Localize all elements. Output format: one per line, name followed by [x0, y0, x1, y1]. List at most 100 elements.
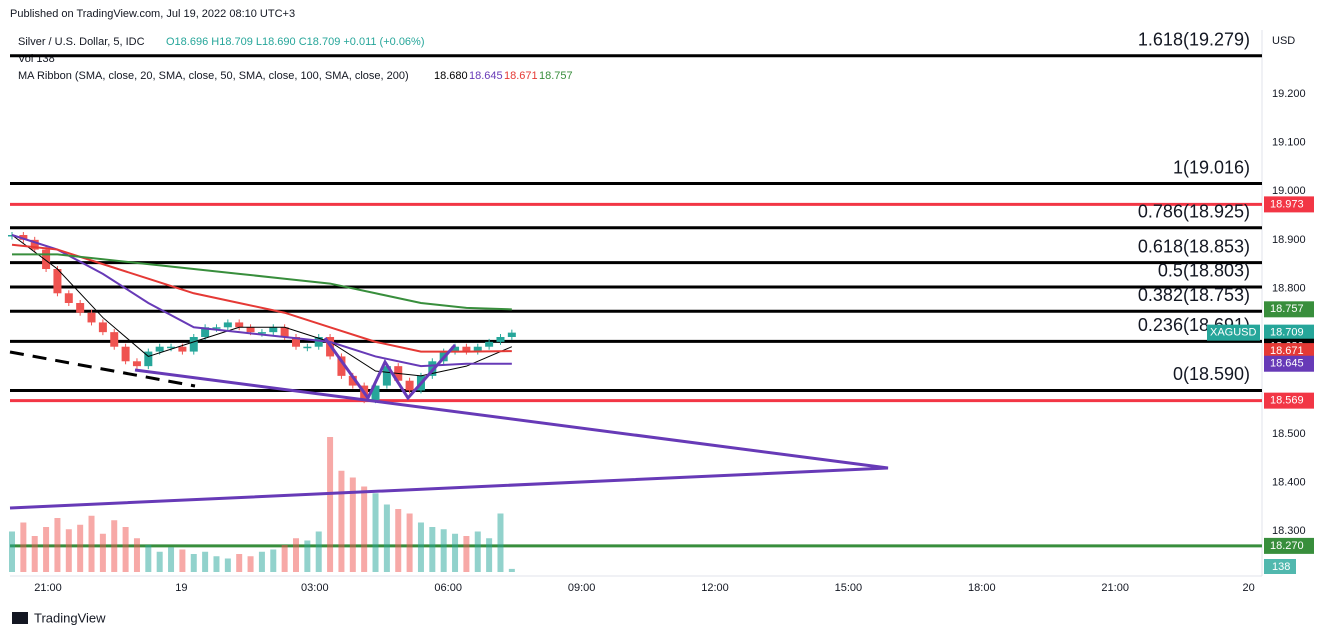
price-tag: [1264, 392, 1314, 409]
volume-tag: [1264, 559, 1296, 574]
y-tick-label: 18.800: [1272, 282, 1306, 294]
x-tick-label: 03:00: [301, 582, 329, 594]
x-tick-label: 21:00: [1101, 582, 1129, 594]
volume-bar: [406, 513, 413, 572]
candle: [42, 249, 51, 269]
volume-bar: [497, 513, 504, 572]
ma-line: [11, 243, 512, 353]
ohlc: O18.696 H18.709 L18.690 C18.709 +0.011 (…: [166, 36, 425, 48]
volume-bar: [395, 509, 402, 572]
volume-bar: [133, 538, 140, 572]
candle: [87, 312, 96, 323]
fib-label: 1.618(19.279): [1138, 29, 1250, 49]
volume-bar: [168, 547, 175, 572]
dashed-line: [9, 350, 196, 388]
volume-bar: [327, 437, 334, 572]
volume-bar: [190, 554, 197, 572]
y-tick-label: 19.100: [1272, 137, 1306, 149]
candle: [405, 380, 414, 391]
volume-bar: [236, 554, 243, 572]
symbol-tag: [1207, 324, 1260, 341]
pattern-line: [323, 337, 457, 401]
volume-bar: [440, 529, 447, 572]
volume-bar: [31, 536, 38, 572]
x-tick-label: 19: [175, 582, 187, 594]
x-tick-label: 20: [1242, 582, 1254, 594]
candle: [212, 327, 221, 329]
candle: [496, 337, 505, 342]
published: Published on TradingView.com, Jul 19, 20…: [10, 8, 295, 20]
candle: [246, 327, 255, 333]
price-tag: [1264, 324, 1314, 341]
candle: [235, 322, 244, 328]
candle: [473, 346, 482, 352]
fib-label: 0(18.590): [1173, 364, 1250, 384]
volume-bar: [54, 518, 61, 572]
candle: [451, 346, 460, 352]
y-tick-label: 18.500: [1272, 428, 1306, 440]
volume-bar: [508, 568, 515, 572]
volume-bar: [293, 538, 299, 572]
volume-bar: [304, 540, 311, 572]
candle: [53, 268, 62, 294]
y-tick-label: 19.000: [1272, 185, 1306, 197]
symbol-tag-label: XAGUSD: [1210, 327, 1257, 339]
volume-bar: [99, 533, 106, 572]
fib-label: 0.786(18.925): [1138, 201, 1250, 221]
candle: [98, 322, 107, 333]
volume-bar: [179, 549, 186, 572]
candle: [76, 303, 85, 313]
x-tick-label: 12:00: [701, 582, 729, 594]
chart-title: Silver / U.S. Dollar, 5, IDC: [18, 36, 145, 48]
candle: [223, 322, 232, 328]
ma-line: [11, 234, 512, 368]
trend-line: [9, 368, 889, 510]
candle: [337, 356, 346, 376]
volume-bar: [20, 522, 27, 572]
volume-bar: [202, 551, 209, 572]
volume-bar: [452, 533, 459, 572]
price-tag-label: 18.709: [1270, 327, 1304, 339]
volume-bar: [383, 504, 390, 572]
volume-bar: [77, 524, 84, 572]
legend-value: 18.757: [539, 70, 573, 82]
volume-bar: [111, 520, 118, 572]
price-tag-label: 18.645: [1270, 358, 1304, 370]
volume-bar: [247, 556, 254, 572]
candle: [371, 385, 380, 401]
candle: [303, 346, 312, 349]
volume-bar: [9, 531, 15, 572]
volume-bar: [474, 531, 481, 572]
price-tag-label: 18.757: [1270, 303, 1304, 315]
price-tag-label: 18.569: [1270, 395, 1304, 407]
candle: [19, 234, 28, 240]
price-tag: [1264, 196, 1314, 213]
candle: [462, 346, 471, 352]
volume-bar: [463, 536, 470, 572]
volume-bar: [224, 558, 231, 572]
candle: [485, 341, 494, 347]
volume-bar: [349, 477, 356, 572]
candle: [144, 351, 153, 367]
x-tick-label: 21:00: [34, 582, 62, 594]
volume-bar: [156, 551, 163, 572]
candle: [155, 346, 164, 352]
price-tag-label: 18.270: [1270, 540, 1304, 552]
volume-bar: [258, 551, 265, 572]
candle: [257, 332, 266, 334]
price-tag-label: 18.671: [1270, 345, 1304, 357]
y-tick-label: 19.200: [1272, 88, 1306, 100]
x-tick-label: 06:00: [434, 582, 462, 594]
ma-line: [12, 253, 512, 311]
currency: USD: [1272, 35, 1295, 47]
price-tag-label: 18.973: [1270, 198, 1304, 210]
candle: [201, 327, 210, 338]
volume-bar: [486, 538, 493, 572]
x-tick-label: 09:00: [568, 582, 596, 594]
candle: [382, 366, 391, 386]
candle: [64, 293, 73, 303]
volume-bar: [88, 515, 95, 572]
y-tick-label: 18.900: [1272, 234, 1306, 246]
